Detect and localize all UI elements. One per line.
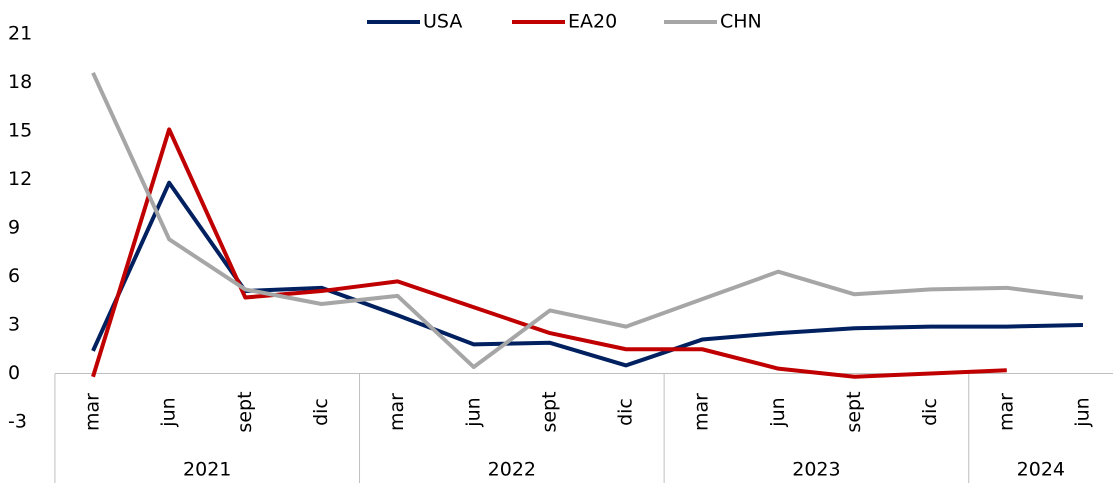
x-tick-label: jun: [462, 397, 484, 427]
legend-label: CHN: [720, 11, 762, 33]
y-tick-label: 12: [8, 168, 32, 190]
y-tick-label: 6: [8, 265, 20, 287]
y-tick-label: 15: [8, 120, 32, 142]
y-tick-label: 0: [8, 362, 20, 384]
x-tick-label: dic: [615, 398, 637, 426]
y-tick-label: 21: [8, 23, 32, 45]
series-line: [91, 180, 1083, 368]
y-tick-label: 3: [8, 314, 20, 336]
x-tick-label: dic: [310, 398, 332, 426]
group-label: 2022: [488, 459, 536, 481]
series-line: [91, 71, 1084, 370]
y-tick-label: 9: [8, 217, 20, 239]
x-tick-label: jun: [767, 397, 789, 427]
x-tick-label: sept: [538, 391, 560, 432]
y-tick-label: -3: [8, 411, 27, 433]
x-tick-label: sept: [843, 391, 865, 432]
legend-label: EA20: [568, 11, 617, 33]
x-tick-label: mar: [995, 393, 1017, 431]
x-tick-label: jun: [158, 397, 180, 427]
x-tick-label: mar: [691, 393, 713, 431]
y-tick-label: 18: [8, 71, 32, 93]
legend-label: USA: [423, 11, 462, 33]
group-label: 2021: [183, 459, 231, 481]
series-line: [91, 127, 1007, 379]
x-tick-label: sept: [234, 391, 256, 432]
x-tick-label: mar: [386, 393, 408, 431]
x-tick-label: dic: [919, 398, 941, 426]
x-tick-label: jun: [1071, 397, 1093, 427]
x-tick-label: mar: [82, 393, 104, 431]
group-label: 2024: [1017, 459, 1065, 481]
group-label: 2023: [792, 459, 840, 481]
